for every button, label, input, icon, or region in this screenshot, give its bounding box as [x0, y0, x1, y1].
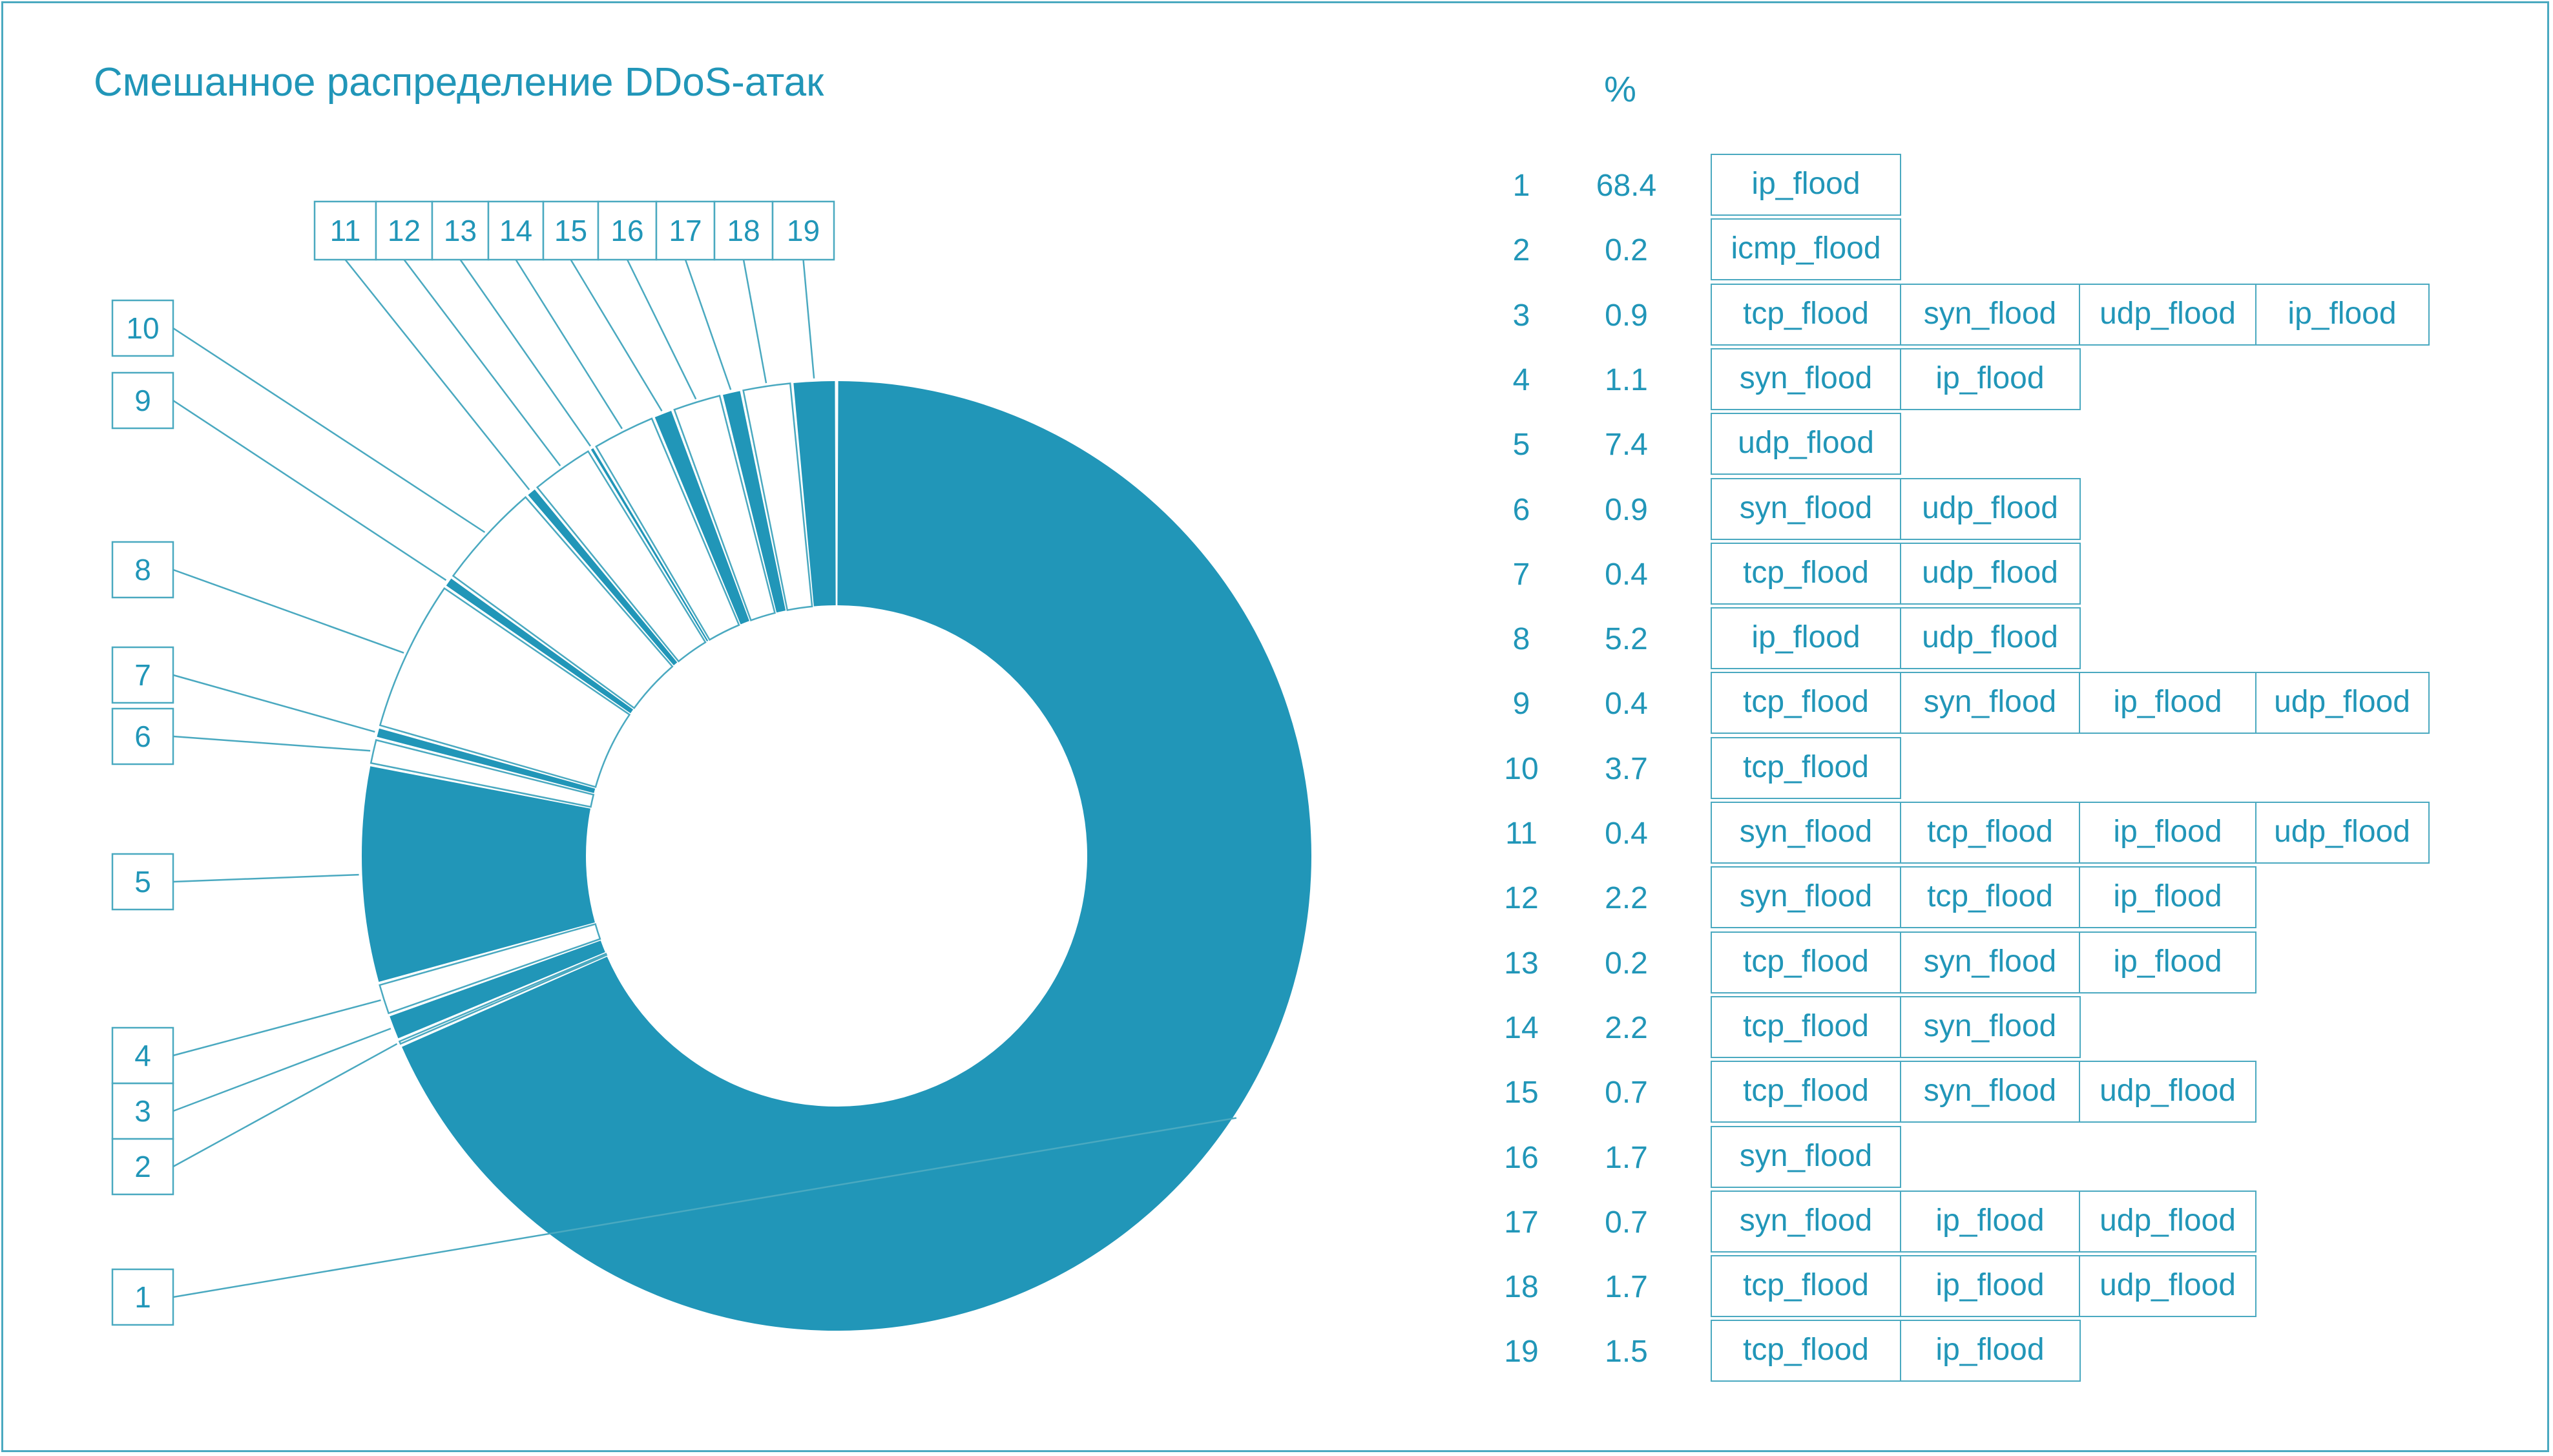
- slice-label-12: 12: [388, 214, 421, 247]
- slice-label-box-9: [111, 371, 174, 430]
- slice-label-1: 1: [134, 1280, 151, 1314]
- slice-label-15: 15: [554, 214, 587, 247]
- slice-label-box-4: [111, 1026, 174, 1085]
- leader-line-15: [570, 259, 663, 411]
- pie-slice-9: [446, 578, 634, 714]
- slice-label-box-13: [431, 200, 490, 261]
- leader-line-5: [172, 873, 359, 883]
- leader-line-17: [684, 259, 732, 390]
- pie-slice-6: [370, 739, 595, 808]
- slice-label-14: 14: [499, 214, 532, 247]
- slice-label-box-14: [487, 200, 545, 261]
- pie-slice-2: [398, 952, 608, 1045]
- pie-slice-12: [536, 450, 707, 663]
- slice-label-5: 5: [134, 865, 151, 899]
- slice-label-box-7: [111, 646, 174, 704]
- leader-line-1: [172, 1117, 1237, 1298]
- slice-label-box-8: [111, 541, 174, 599]
- leader-line-7: [172, 674, 375, 733]
- slice-label-19: 19: [787, 214, 820, 247]
- leader-line-16: [626, 259, 697, 400]
- pie-slice-8: [379, 587, 631, 788]
- slice-label-box-19: [771, 200, 835, 261]
- leader-line-14: [515, 259, 623, 430]
- slice-label-box-11: [313, 200, 377, 261]
- leader-line-13: [459, 259, 591, 447]
- slice-label-2: 2: [134, 1150, 151, 1183]
- pie-slice-10: [452, 495, 674, 709]
- slice-label-9: 9: [134, 384, 151, 417]
- slice-label-box-6: [111, 707, 174, 765]
- pie-slice-3: [390, 941, 605, 1039]
- pie-slice-5: [362, 766, 595, 982]
- leader-line-11: [344, 259, 530, 490]
- leader-line-4: [172, 999, 381, 1057]
- pie-slice-1: [402, 381, 1311, 1331]
- slice-label-box-5: [111, 853, 174, 911]
- slice-label-8: 8: [134, 553, 151, 587]
- leader-line-10: [172, 327, 486, 534]
- pie-slice-7: [377, 728, 596, 793]
- leader-line-18: [742, 259, 767, 384]
- slice-label-7: 7: [134, 658, 151, 692]
- pie-slice-14: [595, 417, 740, 641]
- slice-label-box-1: [111, 1268, 174, 1326]
- slice-label-4: 4: [134, 1039, 151, 1072]
- pie-slice-19: [793, 381, 836, 607]
- slice-label-17: 17: [669, 214, 702, 247]
- pie-slice-17: [723, 391, 786, 613]
- leader-line-8: [172, 568, 404, 654]
- slice-label-box-10: [111, 299, 174, 357]
- slice-label-18: 18: [727, 214, 760, 247]
- slice-label-13: 13: [444, 214, 477, 247]
- leader-line-12: [403, 259, 561, 466]
- pie-slice-11: [528, 489, 678, 666]
- slice-label-3: 3: [134, 1094, 151, 1128]
- pie-slice-4: [379, 923, 601, 1015]
- slice-label-11: 11: [330, 214, 361, 247]
- slice-label-6: 6: [134, 720, 151, 753]
- leader-line-3: [172, 1028, 391, 1112]
- chart-title: Смешанное распределение DDoS-атак: [94, 60, 824, 105]
- slice-label-10: 10: [126, 311, 159, 345]
- leader-line-9: [172, 399, 447, 581]
- leader-line-2: [172, 1043, 398, 1168]
- pie-slice-16: [673, 395, 776, 621]
- slice-label-box-18: [713, 200, 774, 261]
- slice-label-16: 16: [610, 214, 643, 247]
- leader-line-19: [802, 259, 815, 379]
- slice-label-box-3: [111, 1082, 174, 1140]
- pie-slice-18: [742, 382, 813, 612]
- pie-slice-13: [590, 448, 709, 641]
- slice-label-box-2: [111, 1138, 174, 1196]
- pie-slice-15: [654, 411, 749, 625]
- slice-label-box-15: [542, 200, 599, 261]
- slice-label-box-12: [375, 200, 433, 261]
- leader-line-6: [172, 735, 371, 752]
